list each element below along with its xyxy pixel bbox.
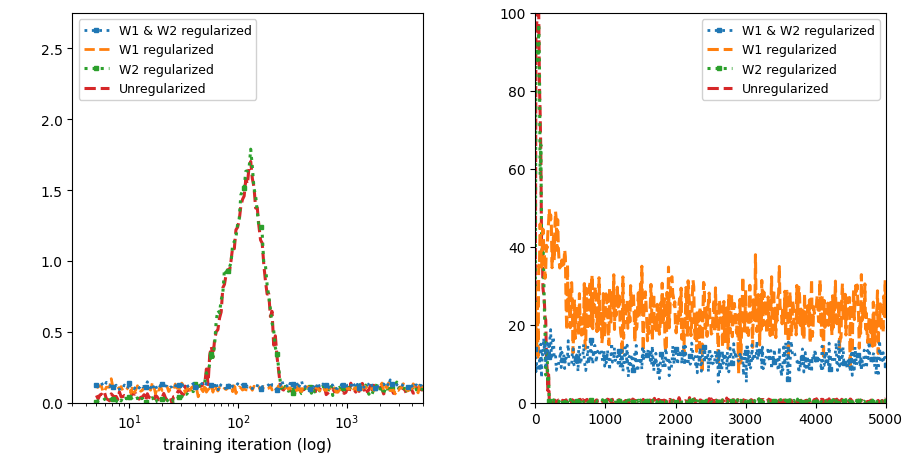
W1 regularized: [192, 394, 203, 400]
Line: W1 & W2 regularized: W1 & W2 regularized: [532, 327, 888, 385]
W2 regularized: [180, 392, 191, 397]
Unregularized: [393, 386, 404, 391]
W1 & W2 regularized: [821, 363, 832, 368]
W1 & W2 regularized: [529, 346, 540, 352]
W2 regularized: [632, 398, 643, 403]
W2 regularized: [91, 400, 102, 405]
W2 regularized: [529, 342, 540, 347]
W1 & W2 regularized: [417, 386, 428, 391]
Unregularized: [166, 400, 177, 406]
W2 regularized: [880, 400, 890, 406]
W2 regularized: [245, 147, 256, 153]
W1 & W2 regularized: [152, 387, 163, 393]
Unregularized: [531, 11, 542, 17]
Unregularized: [551, 400, 562, 406]
W1 regularized: [417, 383, 428, 388]
Unregularized: [91, 393, 102, 398]
W1 regularized: [91, 385, 102, 390]
Unregularized: [110, 394, 121, 399]
Unregularized: [417, 387, 428, 393]
W1 & W2 regularized: [880, 363, 890, 368]
W2 regularized: [417, 385, 428, 390]
Unregularized: [760, 398, 771, 403]
W2 regularized: [658, 398, 669, 404]
W1 & W2 regularized: [393, 383, 404, 389]
W1 regularized: [760, 331, 771, 337]
Unregularized: [245, 159, 256, 165]
W2 regularized: [546, 400, 557, 406]
W2 regularized: [393, 385, 404, 391]
W1 regularized: [821, 311, 832, 316]
W1 regularized: [617, 275, 628, 280]
W2 regularized: [760, 399, 771, 404]
Unregularized: [821, 397, 832, 403]
Unregularized: [756, 400, 767, 405]
Legend: W1 & W2 regularized, W1 regularized, W2 regularized, Unregularized: W1 & W2 regularized, W1 regularized, W2 …: [79, 20, 256, 101]
X-axis label: training iteration: training iteration: [646, 432, 774, 447]
W1 & W2 regularized: [756, 344, 767, 350]
Line: Unregularized: Unregularized: [97, 162, 423, 403]
W1 regularized: [106, 376, 116, 382]
W1 & W2 regularized: [740, 380, 751, 385]
W1 regularized: [393, 388, 404, 394]
Line: W2 regularized: W2 regularized: [94, 147, 425, 405]
W1 regularized: [657, 310, 668, 316]
Line: Unregularized: Unregularized: [535, 14, 885, 403]
Legend: W1 & W2 regularized, W1 regularized, W2 regularized, Unregularized: W1 & W2 regularized, W1 regularized, W2 …: [701, 20, 879, 101]
Unregularized: [180, 383, 191, 389]
W1 regularized: [529, 284, 540, 289]
W1 regularized: [732, 371, 743, 377]
W2 regularized: [110, 400, 121, 405]
W1 & W2 regularized: [104, 384, 115, 389]
W2 regularized: [142, 400, 153, 406]
W2 regularized: [756, 398, 767, 404]
Unregularized: [404, 387, 414, 392]
Unregularized: [152, 394, 163, 400]
W1 & W2 regularized: [631, 369, 642, 375]
Line: W2 regularized: W2 regularized: [532, 23, 888, 405]
W1 & W2 regularized: [91, 382, 102, 388]
Unregularized: [658, 397, 669, 403]
W1 regularized: [631, 303, 642, 309]
W1 & W2 regularized: [545, 327, 555, 333]
W1 & W2 regularized: [760, 355, 771, 360]
W1 regularized: [112, 384, 123, 390]
Unregularized: [104, 398, 115, 404]
W1 & W2 regularized: [385, 377, 396, 383]
Unregularized: [618, 399, 628, 404]
Line: W1 regularized: W1 regularized: [97, 379, 423, 397]
Line: W1 & W2 regularized: W1 & W2 regularized: [94, 378, 425, 394]
W1 & W2 regularized: [178, 382, 189, 388]
W1 regularized: [104, 385, 115, 390]
W1 regularized: [180, 390, 191, 395]
W1 & W2 regularized: [212, 388, 223, 394]
W2 regularized: [104, 397, 115, 403]
W1 & W2 regularized: [617, 369, 628, 375]
W1 regularized: [154, 388, 164, 393]
W1 regularized: [404, 385, 414, 390]
W1 regularized: [544, 207, 554, 213]
W2 regularized: [618, 399, 628, 405]
W2 regularized: [533, 22, 544, 28]
Unregularized: [632, 400, 643, 405]
X-axis label: training iteration (log): training iteration (log): [163, 437, 331, 451]
Line: W1 regularized: W1 regularized: [535, 210, 885, 374]
W1 & W2 regularized: [657, 357, 668, 363]
Unregularized: [880, 395, 890, 401]
W2 regularized: [154, 400, 164, 405]
W2 regularized: [404, 387, 414, 393]
W1 & W2 regularized: [404, 381, 414, 387]
W1 regularized: [756, 294, 767, 299]
Unregularized: [529, 338, 540, 344]
W2 regularized: [821, 399, 832, 405]
W1 & W2 regularized: [110, 382, 121, 388]
W1 regularized: [880, 316, 890, 321]
